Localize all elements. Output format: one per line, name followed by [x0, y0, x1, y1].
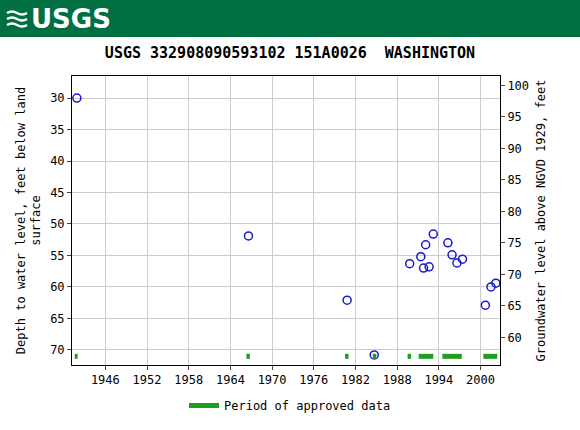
svg-text:95: 95: [507, 110, 521, 124]
svg-text:85: 85: [507, 173, 521, 187]
svg-text:50: 50: [50, 217, 64, 231]
svg-text:35: 35: [50, 123, 64, 137]
svg-text:40: 40: [50, 154, 64, 168]
svg-text:75: 75: [507, 236, 521, 250]
svg-text:65: 65: [507, 299, 521, 313]
svg-text:Period of approved data: Period of approved data: [224, 399, 390, 413]
svg-text:1970: 1970: [258, 373, 287, 387]
svg-text:Groundwater level above NGVD 1: Groundwater level above NGVD 1929, feet: [534, 80, 548, 362]
svg-text:100: 100: [507, 79, 529, 93]
svg-text:60: 60: [507, 331, 521, 345]
svg-text:45: 45: [50, 186, 64, 200]
svg-text:30: 30: [50, 91, 64, 105]
svg-text:55: 55: [50, 249, 64, 263]
svg-text:1988: 1988: [383, 373, 412, 387]
svg-text:Depth to water level, feet bel: Depth to water level, feet below landsur…: [14, 87, 44, 354]
svg-text:1952: 1952: [133, 373, 162, 387]
svg-text:1946: 1946: [91, 373, 120, 387]
svg-text:60: 60: [50, 280, 64, 294]
svg-text:1982: 1982: [341, 373, 370, 387]
svg-text:1994: 1994: [424, 373, 453, 387]
svg-text:65: 65: [50, 312, 64, 326]
svg-text:70: 70: [50, 343, 64, 357]
svg-text:1976: 1976: [299, 373, 328, 387]
svg-text:90: 90: [507, 142, 521, 156]
svg-text:2000: 2000: [466, 373, 495, 387]
svg-text:70: 70: [507, 268, 521, 282]
svg-text:USGS 332908090593102 151A0026: USGS 332908090593102 151A0026 WASHINGTON: [105, 44, 475, 62]
html-text:USGS: USGS: [31, 3, 111, 34]
svg-text:80: 80: [507, 205, 521, 219]
svg-text:1964: 1964: [216, 373, 245, 387]
svg-text:1958: 1958: [174, 373, 203, 387]
